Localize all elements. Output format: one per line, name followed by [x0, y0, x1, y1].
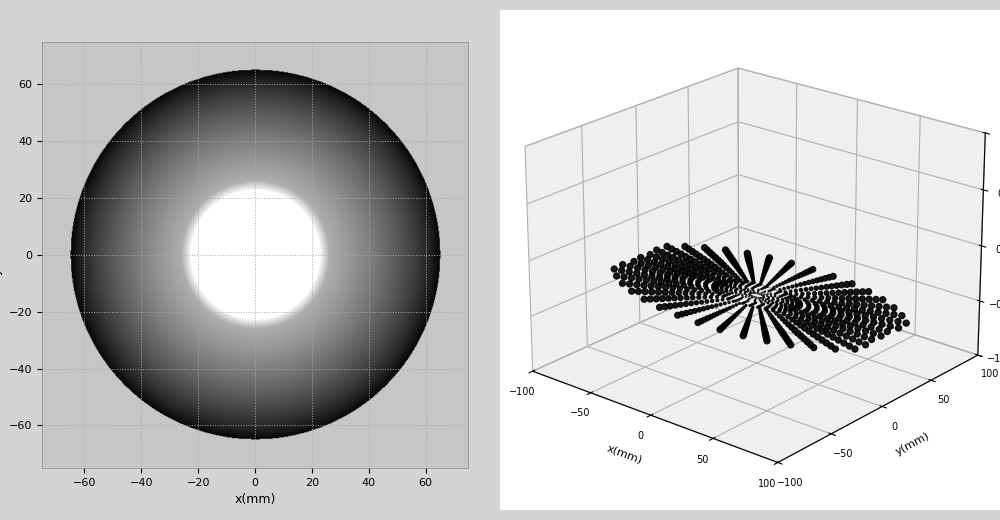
Y-axis label: y(mm): y(mm) — [894, 430, 931, 457]
X-axis label: x(mm): x(mm) — [606, 444, 644, 465]
X-axis label: x(mm): x(mm) — [234, 493, 276, 506]
Y-axis label: y(mm): y(mm) — [0, 234, 3, 276]
